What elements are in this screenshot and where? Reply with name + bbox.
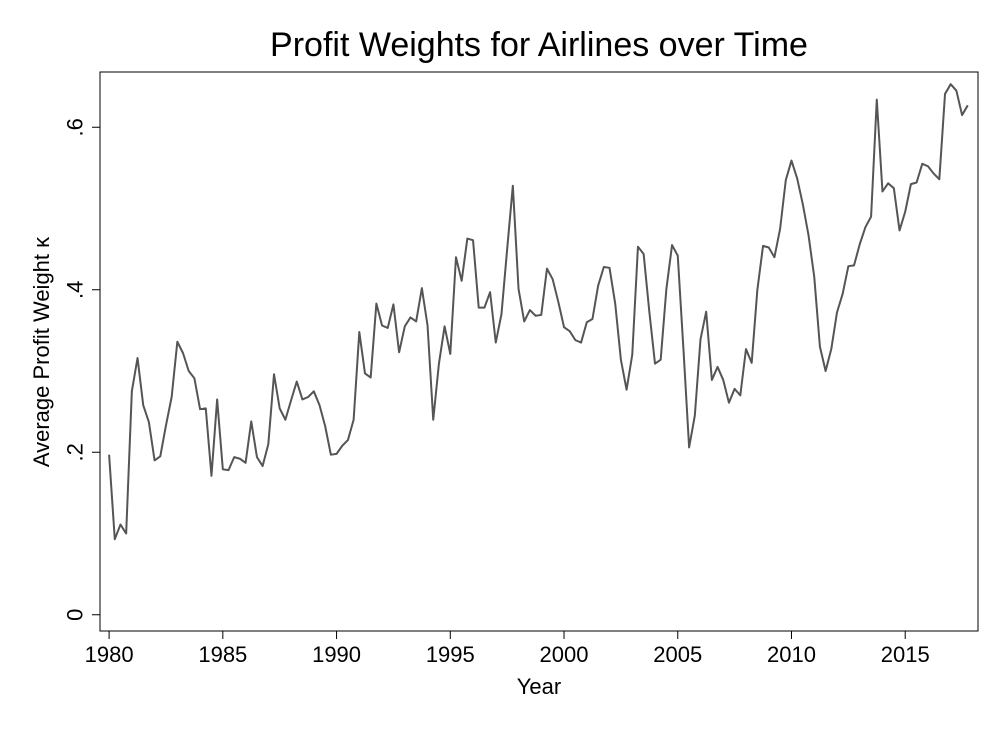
x-tick-label: 1985 <box>198 642 247 667</box>
x-tick-label: 1980 <box>85 642 134 667</box>
series-line <box>108 83 969 541</box>
y-tick-label: .2 <box>63 443 88 461</box>
y-tick-label: .6 <box>63 118 88 136</box>
x-tick-label: 1995 <box>426 642 475 667</box>
x-tick-label: 2015 <box>881 642 930 667</box>
y-tick-label: .4 <box>63 281 88 299</box>
y-axis-ticks: 0 .2 .4 .6 <box>63 118 100 621</box>
plot-frame <box>99 71 979 632</box>
x-tick-label: 2000 <box>540 642 589 667</box>
x-tick-label: 1990 <box>312 642 361 667</box>
x-tick-label: 2005 <box>653 642 702 667</box>
y-axis-label: Average Profit Weight κ <box>29 236 54 467</box>
y-tick-label: 0 <box>63 609 88 621</box>
chart-title: Profit Weights for Airlines over Time <box>270 26 808 64</box>
x-axis-ticks: 1980 1985 1990 1995 2000 2005 2010 2015 <box>85 631 930 667</box>
x-tick-label: 2010 <box>767 642 816 667</box>
x-axis-label: Year <box>517 674 561 699</box>
